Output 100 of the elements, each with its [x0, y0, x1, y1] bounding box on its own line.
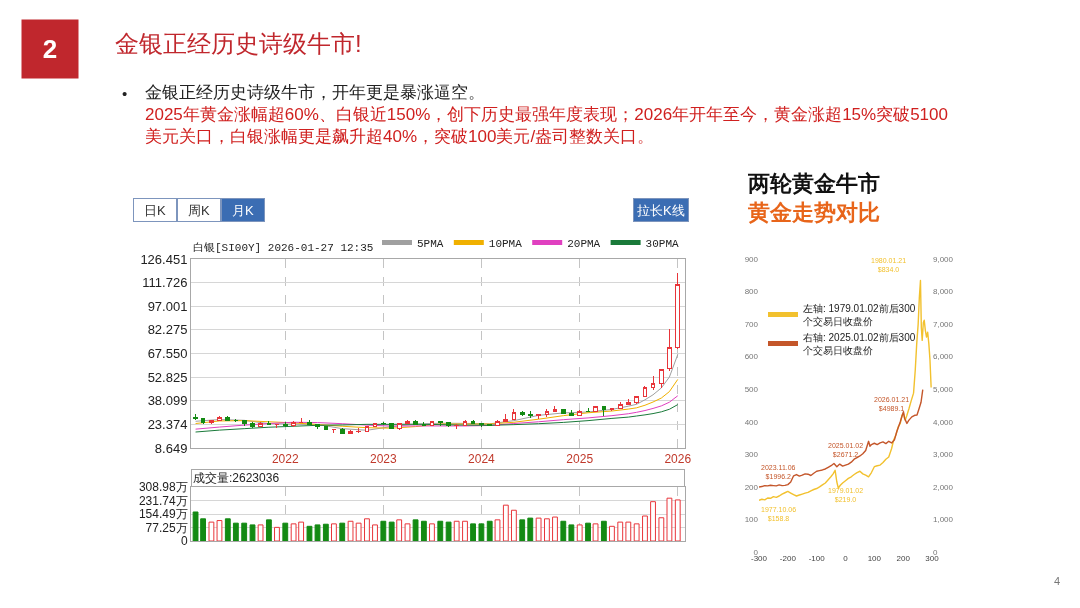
line-series: [759, 279, 932, 501]
bar: [650, 501, 656, 541]
bar: [658, 517, 665, 541]
y-tick-label: 67.550: [147, 346, 188, 362]
candlestick: [372, 422, 378, 428]
candlestick: [479, 422, 484, 428]
bar: [560, 520, 567, 541]
bar: [592, 523, 599, 541]
candlestick: [650, 375, 656, 391]
candlestick: [560, 408, 566, 415]
text: 金银正经历史诗级牛市!: [115, 30, 362, 57]
y-tick-label: 97.001: [147, 298, 188, 314]
bar: [257, 524, 264, 541]
chart-subtitle: 黄金走势对比: [747, 200, 880, 225]
x-tick-label: 2022: [271, 452, 299, 467]
candlestick: [282, 421, 288, 428]
y-tick-label: 52.825: [147, 369, 188, 385]
y-tick-label: 111.726: [142, 275, 188, 291]
candlestick: [348, 429, 353, 435]
y2-tick-label: 9,000: [933, 254, 954, 264]
candlestick: [552, 405, 558, 413]
bar: [494, 519, 501, 541]
candlestick: [527, 410, 533, 419]
candlestick: [307, 419, 312, 426]
candlestick: [200, 418, 206, 425]
bar: [576, 524, 583, 541]
bar: [396, 519, 403, 541]
text: •: [122, 85, 128, 102]
x-tick-label: 100: [867, 554, 882, 563]
bar: [617, 521, 624, 541]
bar: [600, 520, 607, 541]
y-tick-label: 800: [744, 287, 759, 297]
candlestick: [667, 328, 672, 372]
y2-tick-label: 6,000: [933, 352, 954, 362]
bar: [412, 519, 419, 541]
y2-tick-label: 8,000: [933, 287, 954, 297]
candlestick: [193, 413, 198, 421]
text: 拉长K线: [637, 202, 685, 218]
candlestick: [413, 419, 418, 426]
candlestick: [625, 398, 631, 406]
bar: [666, 497, 673, 541]
bar: [404, 523, 411, 541]
bar: [380, 520, 387, 541]
candlestick: [536, 413, 541, 420]
x-tick-label: -300: [750, 554, 768, 563]
y-tick-label: 0: [180, 534, 188, 549]
bar: [241, 522, 248, 541]
candlestick: [209, 419, 214, 425]
bar: [486, 520, 493, 541]
x-tick-label: 2023: [369, 452, 397, 467]
y-tick-label: 700: [744, 319, 759, 329]
bar: [519, 519, 526, 541]
bar: [330, 523, 337, 541]
candlestick: [291, 420, 296, 428]
bar: [609, 525, 615, 541]
line-series: [759, 388, 924, 488]
y-tick-label: 200: [744, 482, 759, 492]
candlestick: [323, 425, 329, 431]
x-tick-label: 0: [843, 554, 849, 563]
bar: [527, 517, 534, 541]
bar: [420, 520, 427, 541]
candlestick: [569, 409, 574, 417]
candlestick: [544, 408, 550, 418]
bar: [642, 515, 648, 541]
y-tick-label: 900: [744, 254, 759, 264]
candlestick: [487, 423, 493, 427]
y-tick-label: 23.374: [147, 416, 188, 432]
y2-tick-label: 3,000: [933, 450, 954, 460]
x-tick-label: 2024: [468, 452, 496, 467]
bar: [552, 516, 558, 541]
y-tick-label: 231.74万: [138, 493, 188, 508]
y-tick-label: 38.099: [147, 393, 188, 409]
y-tick-label: 154.49万: [138, 507, 188, 522]
candlestick: [339, 427, 345, 435]
text: 周K: [188, 202, 210, 218]
bar: [372, 524, 378, 541]
bar: [216, 520, 223, 541]
candlestick: [617, 401, 623, 410]
y2-tick-label: 7,000: [933, 319, 954, 329]
y-tick-label: 308.98万: [138, 480, 188, 495]
bar: [274, 526, 280, 541]
candlestick: [495, 419, 500, 427]
bar: [478, 523, 485, 541]
bar: [544, 518, 550, 541]
bar: [282, 522, 289, 541]
candlestick: [331, 428, 337, 434]
text: 2: [42, 34, 58, 64]
y-tick-label: 100: [744, 515, 759, 525]
candlestick: [601, 405, 607, 417]
candlestick: [659, 368, 664, 389]
bar: [224, 518, 231, 541]
legend-label: 右轴: 2025.01.02前后300个交易日收盘价: [803, 331, 916, 356]
bar: [470, 523, 476, 541]
legend-label: 10PMA: [488, 237, 523, 250]
bar: [568, 524, 575, 541]
bar: [388, 521, 395, 541]
bar: [347, 520, 354, 541]
candlestick: [446, 422, 451, 428]
chart-title: 白银[SI00Y] 2026-01-27 12:35: [193, 242, 374, 254]
y-tick-label: 82.275: [147, 322, 188, 338]
